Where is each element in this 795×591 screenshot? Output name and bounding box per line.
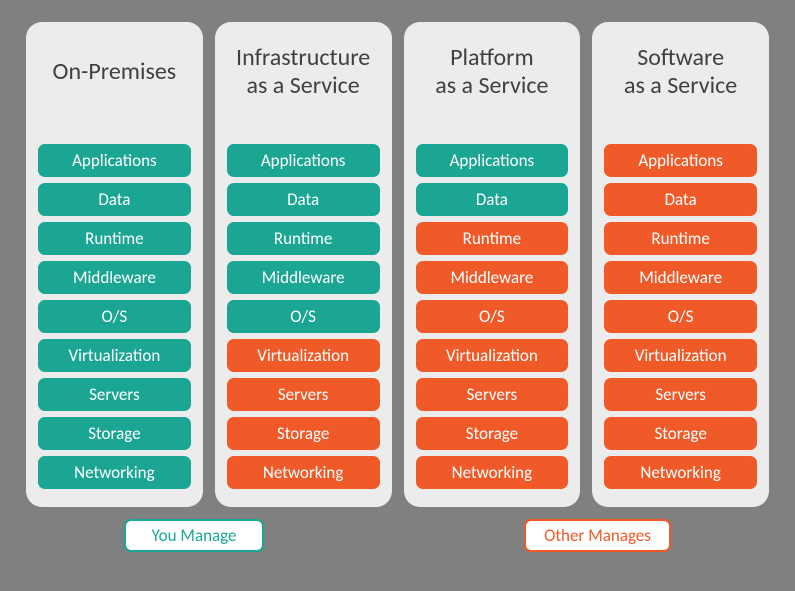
layer-cell: Storage <box>416 417 569 450</box>
layer-cell: Middleware <box>38 261 191 294</box>
layer-cell: Runtime <box>604 222 757 255</box>
layer-cell: O/S <box>227 300 380 333</box>
layer-cell: Middleware <box>604 261 757 294</box>
layer-cell: Middleware <box>227 261 380 294</box>
layer-cell: Servers <box>38 378 191 411</box>
layers-list: Applications Data Runtime Middleware O/S… <box>227 144 380 489</box>
layer-cell: Data <box>604 183 757 216</box>
legend-you-manage: You Manage <box>124 519 264 552</box>
layers-list: Applications Data Runtime Middleware O/S… <box>38 144 191 489</box>
column-iaas: Infrastructure as a Service Applications… <box>215 22 392 507</box>
layer-cell: O/S <box>38 300 191 333</box>
layer-cell: O/S <box>416 300 569 333</box>
layer-cell: Storage <box>604 417 757 450</box>
legend-row: You Manage Other Manages <box>0 519 795 552</box>
layer-cell: Servers <box>604 378 757 411</box>
legend-other-manages: Other Manages <box>524 519 671 552</box>
layer-cell: Runtime <box>38 222 191 255</box>
layer-cell: Middleware <box>416 261 569 294</box>
layers-list: Applications Data Runtime Middleware O/S… <box>416 144 569 489</box>
layer-cell: Virtualization <box>38 339 191 372</box>
layers-list: Applications Data Runtime Middleware O/S… <box>604 144 757 489</box>
layer-cell: Applications <box>38 144 191 177</box>
column-title: Platform as a Service <box>416 36 569 108</box>
layer-cell: Runtime <box>227 222 380 255</box>
layer-cell: Servers <box>227 378 380 411</box>
layer-cell: Networking <box>416 456 569 489</box>
layer-cell: O/S <box>604 300 757 333</box>
layer-cell: Data <box>38 183 191 216</box>
layer-cell: Applications <box>227 144 380 177</box>
layer-cell: Runtime <box>416 222 569 255</box>
layer-cell: Virtualization <box>227 339 380 372</box>
layer-cell: Virtualization <box>604 339 757 372</box>
layer-cell: Virtualization <box>416 339 569 372</box>
column-title: Infrastructure as a Service <box>227 36 380 108</box>
column-on-premises: On-Premises Applications Data Runtime Mi… <box>26 22 203 507</box>
column-saas: Software as a Service Applications Data … <box>592 22 769 507</box>
layer-cell: Data <box>227 183 380 216</box>
layer-cell: Storage <box>38 417 191 450</box>
layer-cell: Networking <box>604 456 757 489</box>
layer-cell: Networking <box>38 456 191 489</box>
column-title: Software as a Service <box>604 36 757 108</box>
layer-cell: Servers <box>416 378 569 411</box>
layer-cell: Applications <box>604 144 757 177</box>
layer-cell: Networking <box>227 456 380 489</box>
column-title: On-Premises <box>38 36 191 108</box>
layer-cell: Applications <box>416 144 569 177</box>
layer-cell: Data <box>416 183 569 216</box>
columns-container: On-Premises Applications Data Runtime Mi… <box>0 0 795 507</box>
layer-cell: Storage <box>227 417 380 450</box>
column-paas: Platform as a Service Applications Data … <box>404 22 581 507</box>
